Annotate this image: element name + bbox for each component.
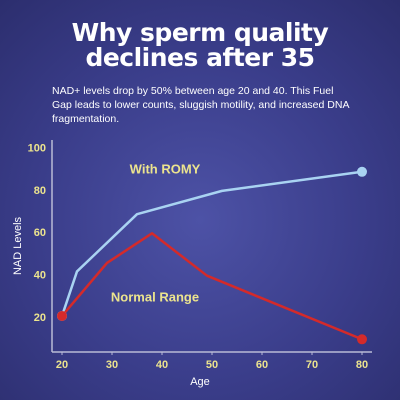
series-line <box>60 170 363 317</box>
x-tick-label: 50 <box>206 359 218 371</box>
x-tick-label: 40 <box>156 359 168 371</box>
y-tick-label: 40 <box>34 270 46 282</box>
x-axis-label: Age <box>190 376 210 388</box>
x-tick-label: 80 <box>356 359 368 371</box>
end-marker <box>357 166 367 177</box>
series-label: Normal Range <box>111 289 199 304</box>
y-tick-label: 100 <box>28 142 46 154</box>
end-marker <box>57 310 67 321</box>
chart-subtitle: NAD+ levels drop by 50% between age 20 a… <box>52 85 349 125</box>
series-label: With ROMY <box>130 161 201 176</box>
x-tick-label: 30 <box>106 359 118 371</box>
series-line <box>61 232 363 341</box>
end-marker <box>357 334 367 345</box>
y-tick-label: 80 <box>34 185 46 197</box>
y-axis-label: NAD Levels <box>12 216 24 275</box>
x-tick-label: 60 <box>256 359 268 371</box>
y-tick-label: 20 <box>34 312 46 324</box>
y-tick-label: 60 <box>34 227 46 239</box>
x-tick-label: 20 <box>56 359 68 371</box>
x-tick-label: 70 <box>306 359 318 371</box>
chart-title: Why sperm quality declines after 35 <box>71 18 329 72</box>
